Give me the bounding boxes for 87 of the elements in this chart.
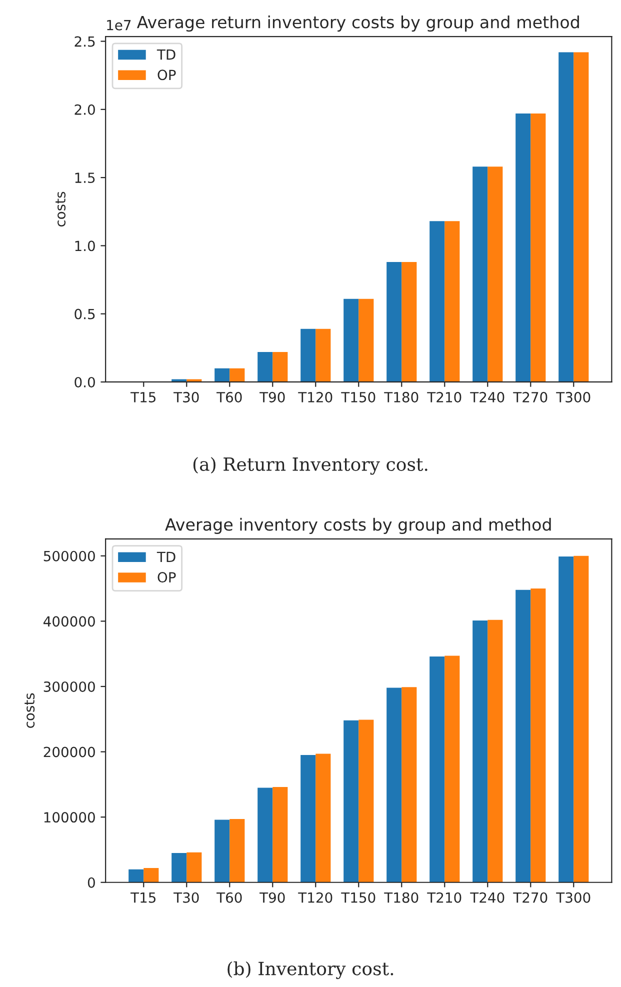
bar (516, 590, 531, 882)
bar (402, 687, 417, 882)
bar (344, 298, 359, 382)
bar (386, 262, 402, 382)
bar (214, 820, 230, 882)
bar (214, 368, 230, 382)
bar (444, 221, 460, 382)
y-tick-label: 2.0 (74, 104, 95, 115)
x-tick-label: T30 (174, 892, 199, 903)
x-tick-label: T210 (427, 892, 462, 903)
bar (300, 328, 316, 382)
x-tick-label: T150 (341, 392, 376, 402)
bar (344, 720, 359, 882)
bar (316, 754, 331, 882)
x-tick-label: T90 (260, 892, 285, 903)
y-tick-label: 500000 (44, 550, 95, 562)
y-tick-label: 1.5 (75, 172, 95, 184)
x-tick-label: T150 (341, 892, 376, 903)
bar (558, 52, 574, 382)
bar (444, 656, 460, 882)
x-tick-label: T240 (470, 392, 504, 402)
bar (472, 166, 488, 382)
y-tick-label: 300000 (44, 681, 95, 692)
y-axis-title: costs (56, 192, 66, 227)
x-tick-label: T15 (130, 392, 156, 402)
bar (230, 819, 245, 882)
text: 1e7 (107, 20, 131, 30)
bar (128, 869, 144, 882)
x-tick-label: T210 (427, 392, 462, 402)
x-tick-label: T270 (513, 392, 548, 402)
bar (230, 368, 245, 382)
bar (144, 868, 159, 882)
y-tick-label: 1.0 (75, 240, 95, 252)
legend-label: TD (156, 552, 176, 562)
y-tick-label: 0.5 (74, 308, 95, 320)
text: (a) Return Inventory cost. (193, 457, 428, 475)
y-tick-label: 0.0 (74, 376, 95, 388)
bar (316, 328, 331, 382)
bar (172, 379, 187, 382)
bar (488, 620, 503, 882)
x-tick-label: T270 (513, 892, 548, 903)
x-tick-label: T240 (470, 892, 504, 903)
bar (574, 52, 589, 382)
bar (530, 114, 546, 382)
bar (272, 787, 288, 882)
y-axis-title: costs (24, 693, 35, 728)
bar (574, 556, 589, 882)
bar (186, 379, 202, 382)
bar (358, 298, 374, 382)
x-tick-label: T180 (384, 892, 418, 903)
bar (402, 262, 417, 382)
chart-title: Average return inventory costs by group and method (136, 16, 579, 32)
legend-label: OP (158, 572, 176, 583)
x-tick-label: T120 (298, 892, 332, 903)
bar (430, 221, 445, 382)
bar (272, 352, 288, 382)
bar (530, 588, 546, 882)
legend-label: OP (158, 70, 176, 80)
bar (472, 620, 488, 882)
x-tick-label: T15 (130, 892, 156, 903)
bar (172, 852, 187, 882)
x-tick-label: T120 (298, 392, 332, 402)
bar (386, 688, 402, 882)
bar (516, 114, 531, 382)
y-tick-label: 0 (88, 877, 95, 888)
x-tick-label: T300 (556, 392, 590, 402)
bar (430, 656, 445, 882)
bar (186, 852, 202, 882)
bar (558, 556, 574, 882)
x-tick-label: T180 (384, 392, 418, 402)
bar (258, 352, 273, 382)
legend-label: TD (156, 49, 176, 60)
x-tick-label: T90 (260, 392, 285, 402)
y-tick-label: 2.5 (74, 36, 95, 47)
chart-title: Average inventory costs by group and method (165, 518, 551, 534)
y-tick-label: 400000 (44, 616, 95, 627)
y-tick-label: 200000 (44, 746, 95, 758)
y-tick-label: 100000 (44, 812, 95, 823)
x-tick-label: T300 (556, 892, 590, 903)
x-tick-label: T30 (174, 392, 199, 402)
bar (488, 166, 503, 382)
text: (b) Inventory cost. (228, 961, 394, 980)
bar (300, 755, 316, 882)
x-tick-label: T60 (216, 392, 242, 402)
bar (358, 720, 374, 882)
x-tick-label: T60 (216, 892, 242, 903)
bar (258, 788, 273, 882)
